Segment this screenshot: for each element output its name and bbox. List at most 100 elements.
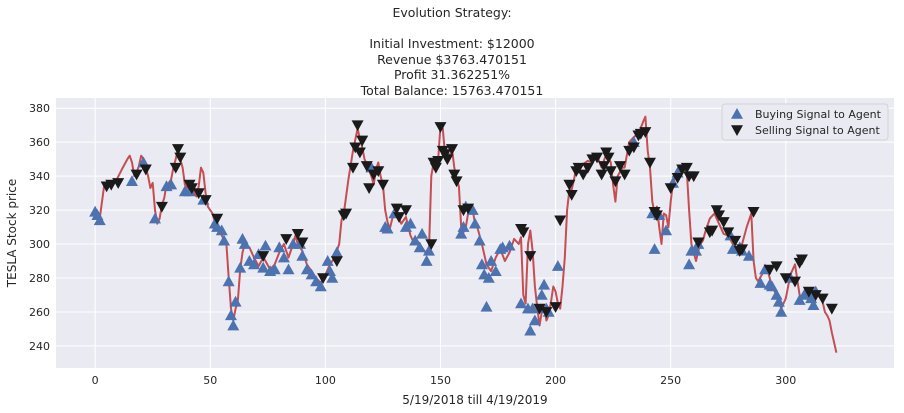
buy-marker [218,234,231,246]
buy-marker [648,243,661,254]
sell-marker [618,169,631,181]
buy-marker [93,214,106,226]
sell-marker [356,135,369,147]
buy-marker [321,255,334,266]
sell-marker [706,225,719,237]
sell-marker [393,212,406,223]
x-tick-label: 50 [203,374,217,387]
y-tick-label: 320 [29,204,50,217]
sell-marker [763,264,776,276]
x-tick-label: 250 [660,374,681,387]
sell-marker [554,215,567,227]
buy-marker [165,178,178,190]
sell-marker [729,235,742,247]
sell-marker [199,195,212,206]
sell-marker [280,234,293,245]
sell-marker [627,142,640,154]
sell-marker [450,176,463,188]
buy-marker [551,260,564,271]
buy-marker [257,261,270,273]
y-axis-label: TESLA Stock price [5,179,19,288]
buy-marker [222,275,235,287]
sell-marker [565,189,578,201]
sell-marker [317,273,330,284]
buy-marker [469,217,481,229]
buy-marker [466,204,479,215]
buy-marker [409,234,422,246]
title-line: Evolution Strategy: [392,5,512,20]
sell-marker [192,188,205,200]
sell-marker [351,120,364,132]
y-tick-label: 300 [29,238,50,251]
sell-marker [577,169,590,181]
buy-marker [215,224,228,236]
chart-title: Evolution Strategy: Initial Investment: $… [0,5,904,98]
buy-marker [273,241,286,253]
x-tick-label: 0 [92,374,99,387]
buy-marker [457,221,470,232]
y-tick-label: 260 [29,306,50,319]
sell-marker [296,237,309,249]
title-line: Total Balance: 15763.470151 [360,82,544,98]
buy-marker [416,227,429,239]
buy-marker [183,185,196,197]
buy-marker [330,246,343,258]
sell-marker [434,122,447,133]
sell-marker [789,276,802,288]
sell-marker [211,213,224,225]
buy-marker [683,258,696,270]
buy-marker [535,288,548,300]
sell-marker [639,127,652,138]
sell-marker [533,303,546,315]
sell-marker [363,183,376,194]
sell-marker [376,179,389,191]
buy-marker [238,238,251,249]
buy-marker [524,324,537,336]
sell-marker [680,162,693,174]
sell-marker [770,261,783,273]
buy-marker [296,249,309,261]
sell-marker [524,251,537,262]
y-tick-label: 280 [29,272,50,285]
legend-sell-label: Selling Signal to Agent [755,124,880,137]
sell-marker [643,157,656,169]
buy-marker [234,261,247,273]
sell-marker [399,205,412,217]
x-axis-ticks: 0 50 100 150 200 250 300 [92,374,797,387]
title-line: Initial Investment: $12000 [369,36,535,51]
buy-marker [229,295,242,307]
buy-marker [482,272,495,283]
x-axis-label: 5/19/2018 till 4/19/2019 [402,393,547,407]
buy-marker [489,265,502,277]
y-tick-label: 240 [29,340,50,353]
sell-marker [462,203,475,215]
sell-marker [130,169,143,181]
sell-marker [291,229,304,240]
buy-marker [475,258,488,270]
x-tick-label: 150 [430,374,451,387]
buy-marker [247,258,260,270]
legend-sell-marker [731,125,743,136]
sell-marker [614,161,627,172]
buy-marker [485,255,498,266]
sell-marker [346,162,359,174]
buy-marker [538,278,551,290]
buy-marker [282,263,295,275]
y-axis-ticks: 240 260 280 300 320 340 360 380 [29,102,50,353]
buy-marker [224,309,237,321]
sell-marker [802,286,815,298]
sell-marker [172,144,185,155]
y-tick-label: 340 [29,170,50,183]
sell-marker [650,210,663,222]
legend-buy-marker [731,108,743,119]
sell-marker [185,183,198,194]
buy-marker [480,300,493,312]
sell-marker [692,237,705,249]
buy-marker [413,241,426,253]
buy-marker [268,263,281,275]
sell-marker [604,166,617,178]
buy-marker [305,268,318,280]
sell-marker [597,161,610,172]
sell-marker [664,183,677,194]
